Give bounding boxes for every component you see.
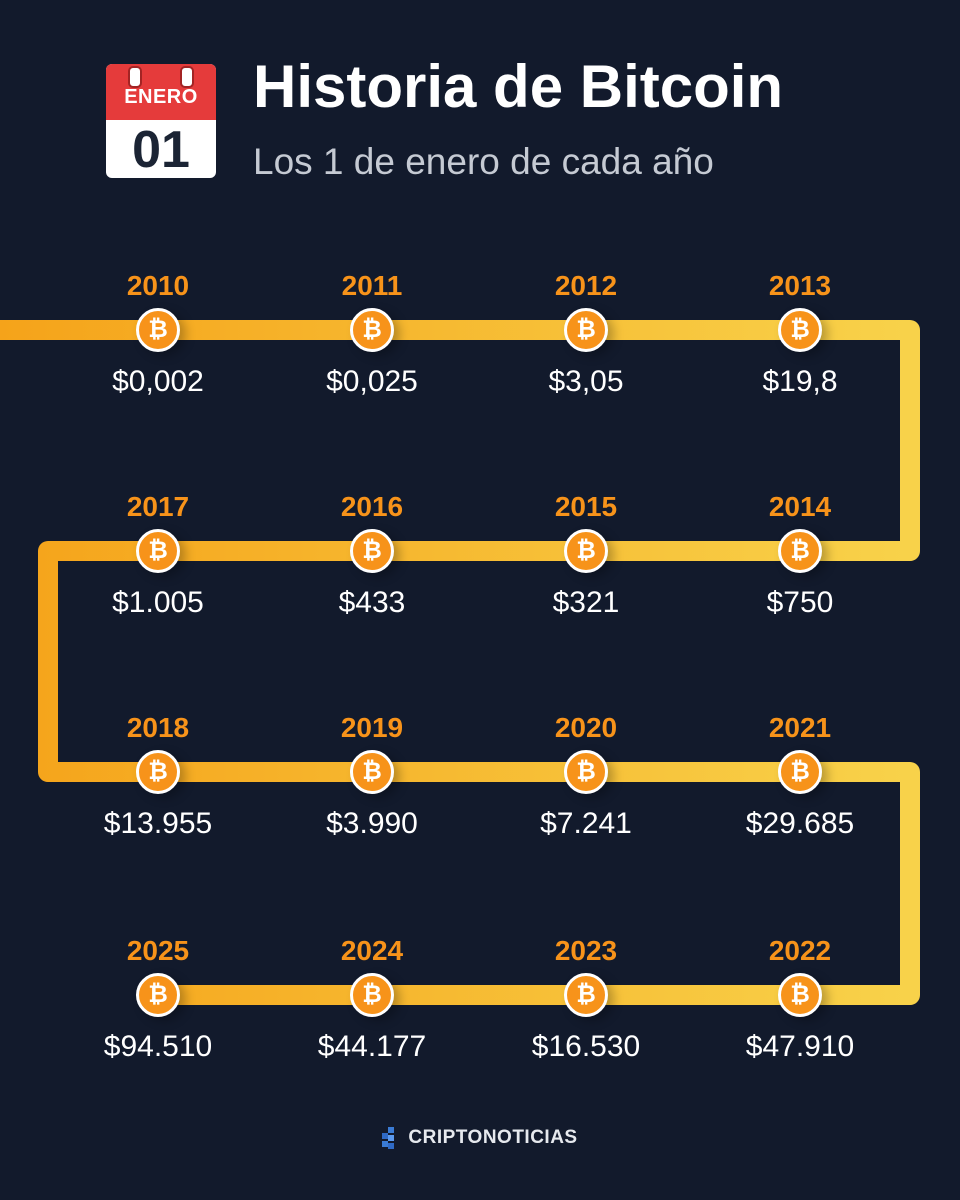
timeline-price: $94.510: [103, 1030, 213, 1063]
bitcoin-icon: ₿: [564, 308, 608, 352]
timeline-year: 2019: [340, 712, 404, 743]
bitcoin-icon: ₿: [136, 973, 180, 1017]
bitcoin-icon: ₿: [350, 973, 394, 1017]
timeline-year: 2014: [768, 491, 832, 522]
timeline-price: $0,025: [326, 365, 418, 398]
calendar-ring: [128, 66, 142, 88]
timeline-year: 2010: [126, 270, 190, 301]
timeline-year: 2023: [554, 935, 618, 966]
timeline-price: $433: [338, 586, 406, 619]
timeline-price: $0,002: [112, 365, 204, 398]
bitcoin-icon: ₿: [778, 973, 822, 1017]
bitcoin-icon: ₿: [350, 308, 394, 352]
timeline-year: 2017: [126, 491, 190, 522]
timeline-year: 2021: [768, 712, 832, 743]
timeline-price: $13.955: [103, 807, 213, 840]
bitcoin-icon: ₿: [350, 750, 394, 794]
calendar-header: [106, 64, 216, 120]
footer-brand: CRIPTONOTICIAS: [0, 1127, 960, 1149]
timeline-year: 2018: [126, 712, 190, 743]
timeline-year: 2013: [768, 270, 832, 301]
timeline-price: $29.685: [745, 807, 855, 840]
timeline-year: 2022: [768, 935, 832, 966]
timeline-year: 2025: [126, 935, 190, 966]
criptonoticias-logo-icon: [382, 1127, 395, 1149]
bitcoin-icon: ₿: [564, 529, 608, 573]
bitcoin-icon: ₿: [136, 750, 180, 794]
page-subtitle: Los 1 de enero de cada año: [253, 141, 714, 182]
timeline-price: $19,8: [762, 365, 838, 398]
timeline-price: $750: [766, 586, 834, 619]
timeline-price: $1.005: [112, 586, 204, 619]
calendar-ring: [180, 66, 194, 88]
timeline-year: 2020: [554, 712, 618, 743]
timeline-price: $321: [552, 586, 620, 619]
timeline-year: 2016: [340, 491, 404, 522]
bitcoin-icon: ₿: [778, 308, 822, 352]
timeline-price: $3,05: [548, 365, 624, 398]
calendar-icon: ENERO 01: [106, 64, 216, 178]
timeline-price: $47.910: [745, 1030, 855, 1063]
bitcoin-icon: ₿: [778, 750, 822, 794]
bitcoin-icon: ₿: [778, 529, 822, 573]
bitcoin-icon: ₿: [136, 529, 180, 573]
bitcoin-icon: ₿: [136, 308, 180, 352]
timeline-year: 2015: [554, 491, 618, 522]
timeline-price: $16.530: [531, 1030, 641, 1063]
timeline-price: $7.241: [540, 807, 632, 840]
bitcoin-icon: ₿: [564, 973, 608, 1017]
timeline-price: $3.990: [326, 807, 418, 840]
bitcoin-icon: ₿: [564, 750, 608, 794]
calendar-day: 01: [132, 121, 190, 178]
page-title: Historia de Bitcoin: [253, 53, 784, 120]
timeline-year: 2012: [554, 270, 618, 301]
bitcoin-icon: ₿: [350, 529, 394, 573]
brand-name: CRIPTONOTICIAS: [408, 1127, 578, 1148]
timeline-year: 2011: [341, 270, 403, 301]
timeline-price: $44.177: [317, 1030, 427, 1063]
calendar-month: ENERO: [124, 86, 198, 108]
timeline-year: 2024: [340, 935, 404, 966]
